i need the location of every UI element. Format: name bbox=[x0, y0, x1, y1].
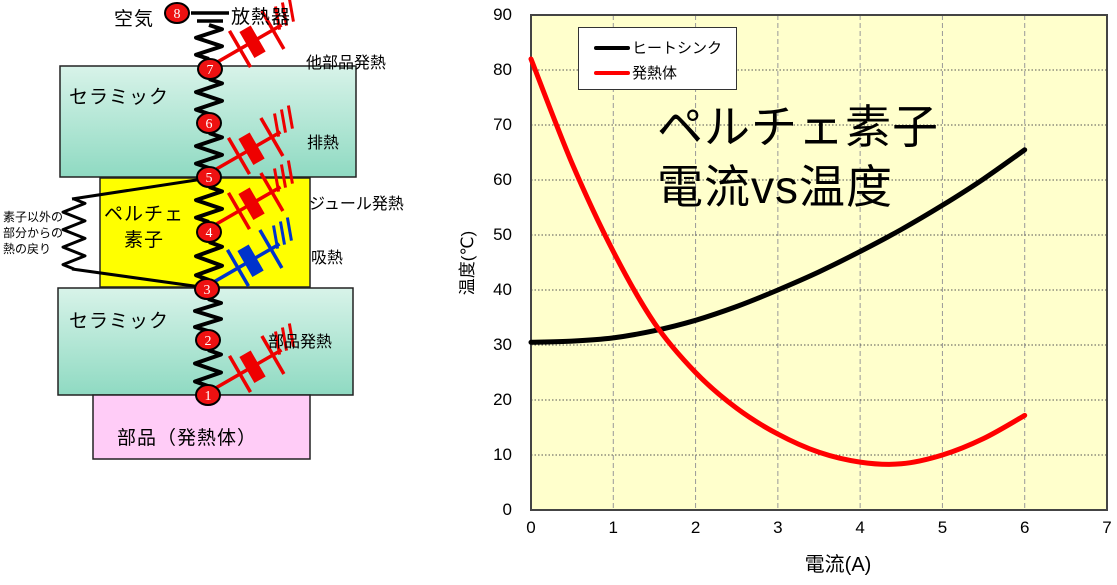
node-circle-5 bbox=[196, 166, 222, 188]
return-path-label-line: 熱の戻り bbox=[3, 242, 52, 256]
node-number-4: 4 bbox=[206, 226, 213, 241]
plot-area bbox=[531, 15, 1107, 510]
series-curve-1 bbox=[528, 56, 1028, 467]
spring-resistor bbox=[193, 297, 223, 333]
x-tick-label: 2 bbox=[690, 518, 701, 537]
x-tick-label: 1 bbox=[608, 518, 619, 537]
node-number-1: 1 bbox=[205, 389, 212, 404]
heat-source-symbol bbox=[212, 160, 294, 231]
spring-resistor bbox=[193, 348, 223, 388]
heat-source-symbol bbox=[213, 0, 295, 69]
heat-source-symbol bbox=[211, 217, 293, 288]
radiator-label: 放熱器 bbox=[231, 7, 292, 28]
air-label: 空気 bbox=[114, 9, 155, 30]
heat-source-label: 他部品発熱 bbox=[306, 55, 387, 72]
spring-resistor bbox=[61, 197, 87, 271]
y-tick-label: 50 bbox=[493, 225, 512, 244]
peltier-label-line1: ペルチェ bbox=[103, 204, 184, 225]
x-tick-label: 6 bbox=[1019, 518, 1030, 537]
y-tick-label: 20 bbox=[493, 390, 512, 409]
peltier-label-line2: 素子 bbox=[123, 230, 164, 251]
node-circle-6 bbox=[196, 112, 222, 134]
spring-resistor bbox=[194, 185, 224, 224]
heatsink-line-sample bbox=[594, 45, 630, 50]
node-number-3: 3 bbox=[204, 283, 211, 298]
chart-title: ペルチェ素子 電流vs温度 bbox=[657, 97, 939, 217]
x-tick-label: 0 bbox=[526, 518, 536, 537]
heat-source-label: 排熱 bbox=[307, 135, 340, 152]
component-label: 部品（発熱体） bbox=[117, 428, 258, 449]
heat-source-symbol bbox=[212, 105, 294, 176]
component-block bbox=[92, 394, 311, 460]
legend-row-heater: 発熱体 bbox=[579, 60, 736, 85]
peltier-label: ペルチェ 素子 bbox=[98, 202, 190, 254]
spring-resistor bbox=[194, 131, 224, 170]
node-circle-7 bbox=[197, 58, 223, 80]
node-number-8: 8 bbox=[174, 7, 181, 22]
heat-source-label: ジュール発熱 bbox=[309, 196, 404, 213]
spring-resistor bbox=[194, 77, 224, 116]
y-tick-label: 40 bbox=[493, 280, 512, 299]
node-circle-4 bbox=[196, 221, 222, 243]
ceramic-top-label: セラミック bbox=[69, 87, 170, 108]
return-path-label-line: 部分からの bbox=[3, 226, 64, 240]
return-path-wire-top bbox=[71, 177, 204, 201]
node-number-2: 2 bbox=[205, 334, 212, 349]
chart-legend: ヒートシンク 発熱体 bbox=[578, 27, 737, 90]
heater-line-sample bbox=[594, 70, 630, 75]
thermal-circuit-diagram: 8 7 6 5 4 3 2 1 空気 放熱器 セラミック ペルチェ 素子 セラミック 部品（発… bbox=[0, 0, 450, 585]
legend-label-heater: 発熱体 bbox=[632, 65, 678, 82]
y-tick-label: 10 bbox=[493, 445, 512, 464]
y-tick-label: 30 bbox=[493, 335, 512, 354]
return-path-wire-bottom bbox=[71, 267, 202, 289]
chart-title-line1: ペルチェ素子 bbox=[657, 101, 939, 153]
heat-source-symbol bbox=[213, 323, 295, 394]
chart-plot-svg bbox=[528, 14, 1108, 511]
legend-label-heatsink: ヒートシンク bbox=[632, 40, 723, 57]
node-circle-2 bbox=[195, 329, 221, 351]
y-tick-label: 80 bbox=[493, 60, 512, 79]
y-tick-label: 60 bbox=[493, 170, 512, 189]
heat-source-label: 吸熱 bbox=[311, 250, 344, 267]
x-tick-label: 7 bbox=[1102, 518, 1112, 537]
return-path-label-line: 素子以外の bbox=[3, 210, 64, 224]
x-tick-label: 5 bbox=[937, 518, 948, 537]
x-axis-title: 電流(A) bbox=[804, 554, 872, 576]
thermal-circuit-svg: 8 7 6 5 4 3 2 1 bbox=[57, 0, 357, 460]
temperature-chart: ペルチェ素子 電流vs温度 ヒートシンク 発熱体 温度(℃) 電流(A) 0 10… bbox=[445, 0, 1117, 585]
y-tick-label: 0 bbox=[502, 500, 512, 519]
x-tick-label: 4 bbox=[855, 518, 865, 537]
chart-title-line2: 電流vs温度 bbox=[657, 161, 893, 213]
return-path-label: 素子以外の部分からの熱の戻り bbox=[3, 209, 63, 257]
node-circle-8 bbox=[164, 2, 190, 24]
spring-resistor bbox=[194, 240, 224, 282]
node-circle-1 bbox=[195, 384, 221, 406]
x-tick-label: 3 bbox=[773, 518, 783, 537]
legend-row-heatsink: ヒートシンク bbox=[579, 35, 736, 60]
spring-resistor bbox=[194, 23, 224, 61]
y-axis-title: 温度(℃) bbox=[458, 230, 477, 296]
series-curve-0 bbox=[528, 147, 1028, 345]
node-circle-3 bbox=[194, 278, 220, 300]
y-tick-label: 90 bbox=[493, 5, 512, 24]
y-tick-label: 70 bbox=[493, 115, 512, 134]
node-number-7: 7 bbox=[207, 63, 214, 78]
heat-source-label: 部品発熱 bbox=[268, 334, 333, 351]
node-number-6: 6 bbox=[206, 117, 213, 132]
node-number-5: 5 bbox=[206, 171, 213, 186]
plot-border bbox=[530, 14, 1108, 511]
ceramic-bottom-label: セラミック bbox=[69, 311, 170, 332]
